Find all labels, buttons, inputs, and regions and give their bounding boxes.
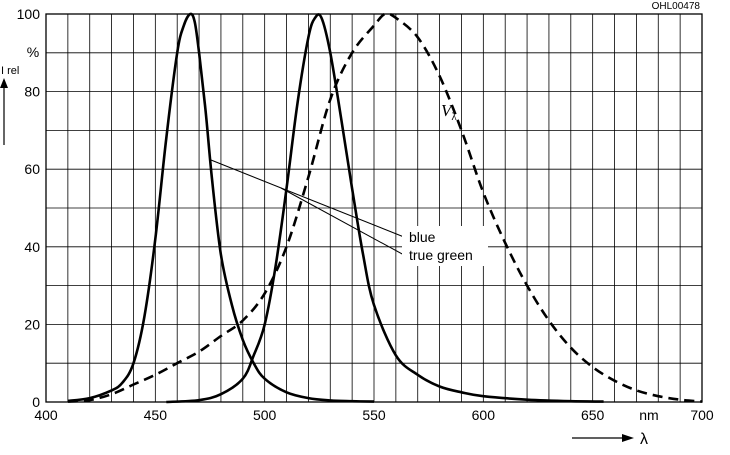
x-tick-labels: 400 450 500 550 600 650 700 [34, 407, 714, 423]
x-tick-label: 550 [362, 407, 386, 423]
x-axis-label: λ [640, 431, 648, 448]
y-unit-label: % [27, 44, 39, 60]
series-lines [67, 12, 703, 404]
x-tick-label: 450 [144, 407, 168, 423]
x-tick-label: 700 [690, 407, 714, 423]
axes [45, 13, 703, 403]
y-tick-labels: 0 20 40 60 80 100 [17, 6, 41, 410]
plot-frame [45, 13, 703, 403]
series-blue-line [67, 12, 375, 403]
y-tick-label: 0 [32, 394, 40, 410]
legend-label-blue: blue [409, 229, 436, 245]
figure-code: OHL00478 [652, 1, 701, 12]
vlambda-label: Vλ [441, 101, 457, 123]
x-tick-label: 650 [581, 407, 605, 423]
y-tick-label: 40 [24, 239, 40, 255]
legend-label-true-green: true green [409, 247, 473, 263]
x-tick-label: 600 [472, 407, 496, 423]
x-axis-arrow [572, 434, 634, 442]
series-true-green-line [166, 13, 604, 404]
grid [46, 14, 702, 402]
y-axis-arrow [0, 78, 8, 145]
y-tick-label: 100 [17, 6, 41, 22]
series-v-line [67, 12, 703, 403]
y-tick-label: 80 [24, 84, 40, 100]
x-tick-label: 500 [253, 407, 277, 423]
y-tick-label: 20 [24, 316, 40, 332]
x-tick-label: 400 [34, 407, 58, 423]
y-axis-label: I rel [1, 65, 19, 77]
x-unit-label: nm [639, 407, 658, 423]
legend-leader-lines [210, 159, 405, 256]
y-tick-label: 60 [24, 161, 40, 177]
